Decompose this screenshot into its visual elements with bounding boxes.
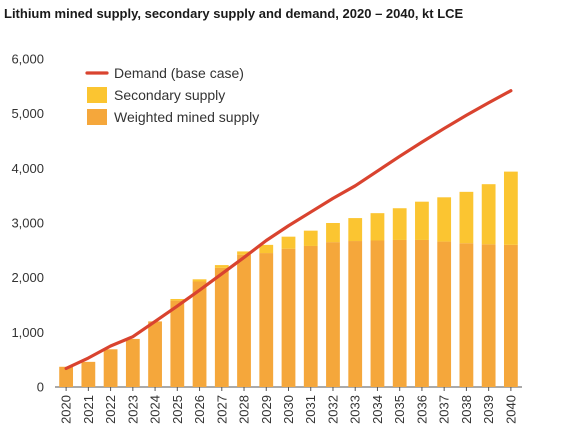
weighted-mined-supply-bar <box>192 281 207 387</box>
secondary-supply-bar <box>303 230 318 246</box>
demand-line <box>64 89 513 371</box>
x-tick-label: 2040 <box>503 395 518 424</box>
weighted-mined-supply-bar <box>503 244 518 387</box>
weighted-mined-supply-bar <box>103 349 118 387</box>
secondary-supply-bar <box>481 184 496 245</box>
x-tick-label: 2021 <box>81 395 96 424</box>
secondary-supply-bar <box>281 236 296 249</box>
x-tick-label: 2031 <box>303 395 318 424</box>
x-tick-label: 2022 <box>103 395 118 424</box>
weighted-mined-supply-bar <box>370 240 385 387</box>
x-tick-label: 2027 <box>214 395 229 424</box>
y-tick-label: 3,000 <box>11 216 44 231</box>
x-tick-label: 2030 <box>281 395 296 424</box>
secondary-supply-bar <box>237 251 251 255</box>
x-tick-label: 2038 <box>459 395 474 424</box>
x-tick-label: 2039 <box>481 395 496 424</box>
legend-label: Secondary supply <box>114 87 225 103</box>
y-tick-label: 2,000 <box>11 270 44 285</box>
legend-label: Demand (base case) <box>114 65 244 81</box>
weighted-mined-supply-bar <box>259 253 274 387</box>
x-tick-label: 2035 <box>392 395 407 424</box>
secondary-supply-bar <box>259 244 274 254</box>
chart-title: Lithium mined supply, secondary supply a… <box>4 6 464 21</box>
weighted-mined-supply-bar <box>125 338 140 387</box>
weighted-mined-supply-bar <box>415 239 429 387</box>
secondary-supply-bar <box>392 208 407 240</box>
secondary-supply-bar <box>437 197 452 242</box>
secondary-supply-bar <box>415 201 429 240</box>
x-tick-label: 2036 <box>414 395 429 424</box>
secondary-supply-bar <box>170 298 185 301</box>
x-tick-label: 2025 <box>170 395 185 424</box>
x-tick-label: 2023 <box>125 395 140 424</box>
y-tick-label: 1,000 <box>11 325 44 340</box>
x-tick-label: 2020 <box>59 395 74 424</box>
weighted-mined-supply-bar <box>459 243 474 387</box>
weighted-mined-supply-bar <box>281 248 296 387</box>
weighted-mined-supply-bar <box>303 245 318 387</box>
x-tick-label: 2037 <box>437 395 452 424</box>
x-tick-label: 2033 <box>348 395 363 424</box>
legend: Demand (base case) Secondary supply Weight… <box>85 65 259 125</box>
weighted-mined-supply-bar <box>481 244 496 387</box>
x-tick-label: 2028 <box>237 395 252 424</box>
weighted-mined-supply-bar <box>148 321 162 387</box>
y-tick-label: 5,000 <box>11 106 44 121</box>
secondary-supply-bar <box>459 191 474 244</box>
x-tick-label: 2034 <box>370 395 385 424</box>
y-tick-label: 0 <box>37 380 44 395</box>
y-tick-label: 4,000 <box>11 161 44 176</box>
legend-label: Weighted mined supply <box>114 109 259 125</box>
bars <box>59 171 518 387</box>
legend-bar-swatch <box>87 87 107 103</box>
y-tick-label: 6,000 <box>11 52 44 67</box>
weighted-mined-supply-bar <box>392 239 407 387</box>
secondary-supply-bar <box>326 223 340 243</box>
x-tick-label: 2032 <box>325 395 340 424</box>
weighted-mined-supply-bar <box>170 300 185 387</box>
x-tick-label: 2026 <box>192 395 207 424</box>
legend-bar-swatch <box>87 109 107 125</box>
secondary-supply-bar <box>214 265 229 268</box>
demand-line-group <box>64 89 513 371</box>
weighted-mined-supply-bar <box>437 241 452 387</box>
secondary-supply-bar <box>503 171 518 245</box>
secondary-supply-bar <box>192 279 207 282</box>
weighted-mined-supply-bar <box>237 254 251 387</box>
x-tick-label: 2024 <box>148 395 163 424</box>
weighted-mined-supply-bar <box>59 366 74 387</box>
weighted-mined-supply-bar <box>348 241 363 387</box>
x-tick-label: 2029 <box>259 395 274 424</box>
secondary-supply-bar <box>348 218 363 242</box>
weighted-mined-supply-bar <box>81 361 96 387</box>
weighted-mined-supply-bar <box>326 242 340 387</box>
weighted-mined-supply-bar <box>214 267 229 387</box>
secondary-supply-bar <box>370 213 385 241</box>
